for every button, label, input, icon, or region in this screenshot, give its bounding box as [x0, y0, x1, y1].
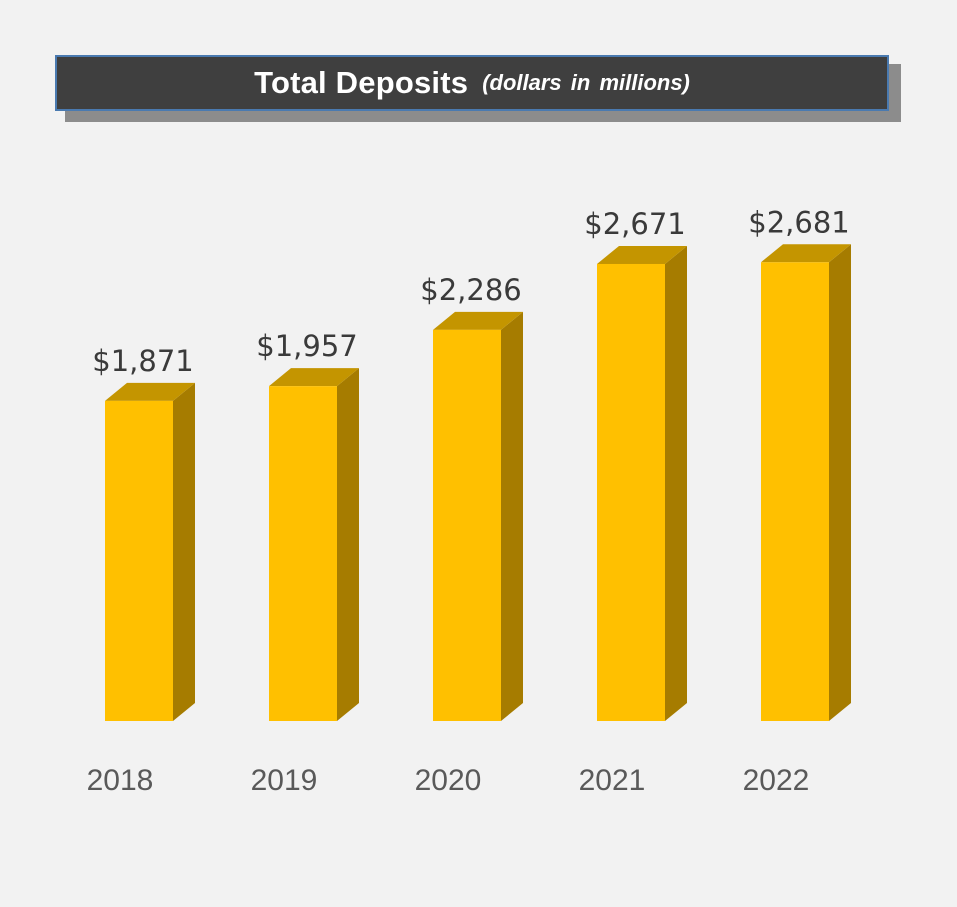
bar-2020 [433, 329, 501, 721]
data-label-2022: $2,681 [748, 205, 849, 239]
category-label-2020: 2020 [415, 764, 482, 797]
data-label-2021: $2,671 [584, 207, 685, 241]
data-label-2018: $1,871 [92, 344, 193, 378]
bar-side-2021 [665, 245, 687, 721]
bar-side-2019 [337, 368, 359, 721]
category-label-2019: 2019 [251, 764, 318, 797]
bar-top-2021 [597, 245, 687, 264]
chart-title: Total Deposits [254, 65, 469, 100]
bar-side-2022 [829, 244, 851, 722]
bar-top-2022 [761, 244, 851, 263]
chart-subtitle: (dollars in millions) [482, 70, 690, 95]
bar-2022 [761, 262, 829, 721]
bar-top-2018 [105, 382, 195, 401]
bar-side-2018 [173, 382, 195, 721]
bar-top-2020 [433, 311, 523, 330]
category-label-2018: 2018 [87, 764, 154, 797]
bar-side-2020 [501, 311, 523, 721]
bar-top-2019 [269, 368, 359, 387]
data-label-2020: $2,286 [420, 273, 521, 307]
chart-title-box: Total Deposits (dollars in millions) [55, 55, 889, 111]
bar-2019 [269, 386, 337, 721]
bar-2021 [597, 263, 665, 721]
category-label-2021: 2021 [579, 764, 646, 797]
category-label-2022: 2022 [743, 764, 810, 797]
data-label-2019: $1,957 [256, 329, 357, 363]
bar-2018 [105, 400, 173, 721]
